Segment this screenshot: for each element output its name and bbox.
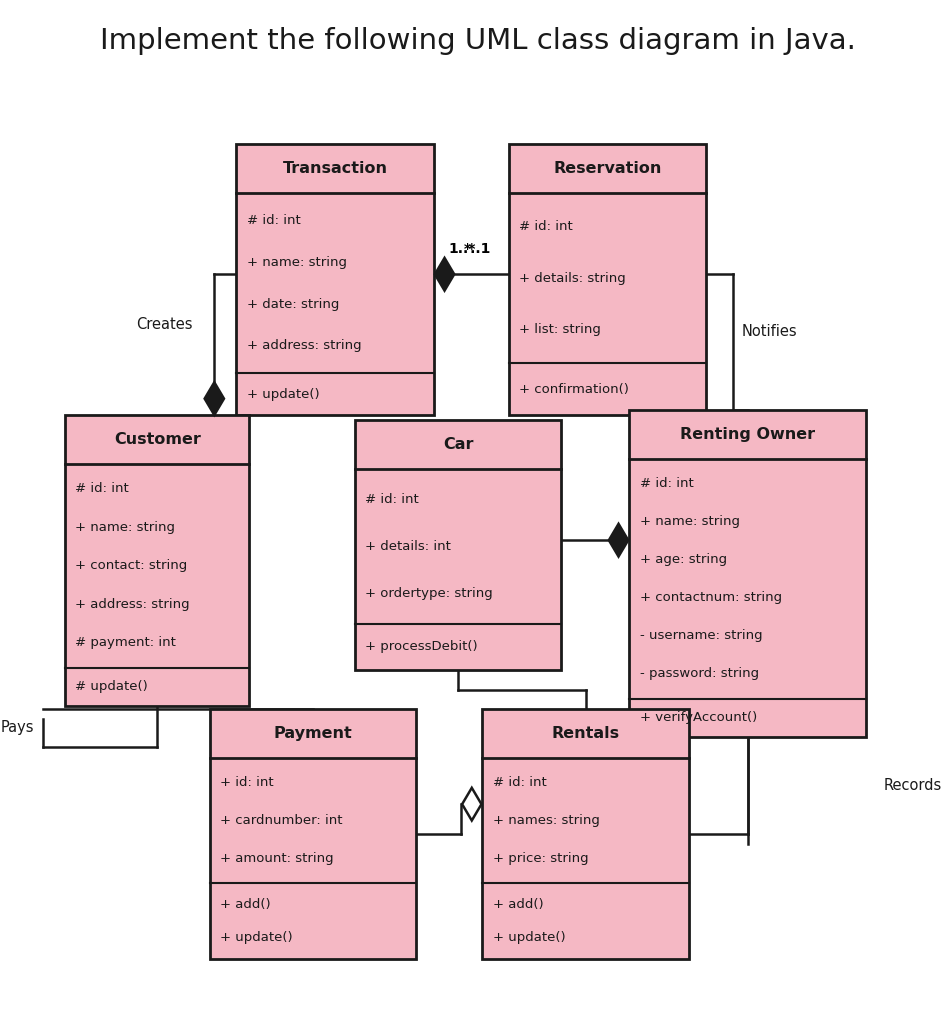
Text: # payment: int: # payment: int xyxy=(76,636,177,649)
Text: + name: string: + name: string xyxy=(247,256,346,269)
Bar xyxy=(355,420,562,671)
Text: + name: string: + name: string xyxy=(640,515,739,528)
Text: Payment: Payment xyxy=(274,726,352,741)
Text: + update(): + update() xyxy=(493,932,566,944)
Text: + ordertype: string: + ordertype: string xyxy=(365,587,493,600)
Text: + contactnum: string: + contactnum: string xyxy=(640,591,782,604)
Bar xyxy=(65,415,250,706)
Text: + update(): + update() xyxy=(220,932,293,944)
Text: + age: string: + age: string xyxy=(640,553,727,566)
Text: + names: string: + names: string xyxy=(493,814,600,827)
Text: + details: int: + details: int xyxy=(365,540,452,553)
Text: Pays: Pays xyxy=(1,721,34,735)
Text: + update(): + update() xyxy=(247,387,320,400)
Text: Notifies: Notifies xyxy=(741,325,797,339)
Text: + verifyAccount(): + verifyAccount() xyxy=(640,711,757,724)
Text: Car: Car xyxy=(443,437,474,453)
Text: Rentals: Rentals xyxy=(551,726,620,741)
Text: Implement the following UML class diagram in Java.: Implement the following UML class diagra… xyxy=(100,27,856,55)
Polygon shape xyxy=(609,524,628,556)
Text: # update(): # update() xyxy=(76,680,148,693)
Bar xyxy=(210,709,417,959)
Text: *..1: *..1 xyxy=(464,242,492,256)
Text: # id: int: # id: int xyxy=(640,477,694,490)
Text: + name: string: + name: string xyxy=(76,521,176,534)
Text: + details: string: + details: string xyxy=(519,272,626,285)
Text: Transaction: Transaction xyxy=(283,162,387,176)
Text: Renting Owner: Renting Owner xyxy=(680,427,815,442)
Bar xyxy=(509,144,706,415)
Text: + contact: string: + contact: string xyxy=(76,559,188,572)
Text: + confirmation(): + confirmation() xyxy=(519,383,629,395)
Text: + list: string: + list: string xyxy=(519,324,601,337)
Bar xyxy=(482,709,689,959)
Text: # id: int: # id: int xyxy=(365,493,419,506)
Text: Creates: Creates xyxy=(136,316,193,332)
Text: Records: Records xyxy=(884,778,942,793)
Text: + add(): + add() xyxy=(220,898,271,911)
Text: + add(): + add() xyxy=(493,898,544,911)
Text: + processDebit(): + processDebit() xyxy=(365,640,478,653)
Text: + address: string: + address: string xyxy=(247,340,362,352)
Polygon shape xyxy=(462,787,481,820)
Text: # id: int: # id: int xyxy=(493,776,547,790)
Text: Customer: Customer xyxy=(114,432,200,447)
Polygon shape xyxy=(205,382,224,415)
Text: - username: string: - username: string xyxy=(640,630,762,642)
Text: + id: int: + id: int xyxy=(220,776,274,790)
Bar xyxy=(629,410,866,736)
Bar xyxy=(236,144,434,415)
Polygon shape xyxy=(435,258,455,291)
Text: + date: string: + date: string xyxy=(247,298,339,310)
Text: # id: int: # id: int xyxy=(519,220,573,233)
Text: + cardnumber: int: + cardnumber: int xyxy=(220,814,343,827)
Text: + amount: string: + amount: string xyxy=(220,852,334,865)
Text: - password: string: - password: string xyxy=(640,668,759,680)
Text: # id: int: # id: int xyxy=(76,482,129,496)
Text: 1..*: 1..* xyxy=(449,242,475,256)
Text: + address: string: + address: string xyxy=(76,598,190,610)
Text: # id: int: # id: int xyxy=(247,214,301,227)
Text: + price: string: + price: string xyxy=(493,852,588,865)
Text: Reservation: Reservation xyxy=(553,162,661,176)
